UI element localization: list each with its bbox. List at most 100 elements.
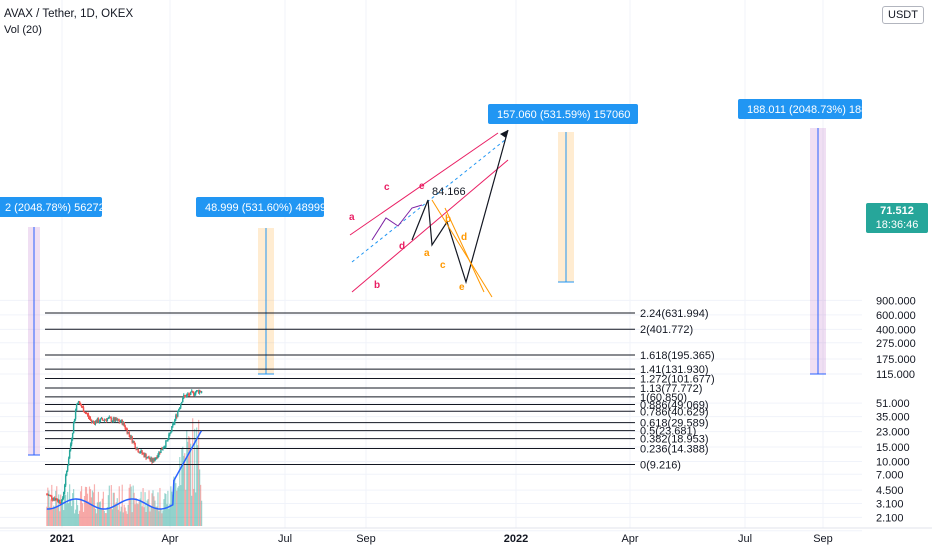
volume-bar [188, 436, 190, 526]
volume-bar [116, 498, 118, 526]
volume-bar [137, 504, 139, 526]
projection-arrowhead [500, 130, 508, 138]
volume-bar [134, 504, 136, 526]
volume-bar [109, 507, 111, 526]
price-candle [167, 439, 169, 441]
volume-bar [90, 497, 93, 526]
volume-bar [55, 490, 57, 526]
price-candle [187, 394, 189, 396]
price-tick-label: 275.000 [876, 338, 916, 350]
price-candle [51, 495, 53, 499]
projection-wave-label: e [459, 282, 465, 293]
price-candle [110, 417, 113, 422]
price-candle [61, 497, 64, 500]
price-candle [58, 500, 60, 502]
price-candle [46, 494, 48, 496]
volume-bar [124, 507, 126, 526]
volume-bar [200, 484, 202, 526]
volume-bar [136, 503, 138, 526]
measure-tag[interactable] [488, 104, 638, 124]
price-candle [49, 494, 51, 496]
channel-upper-line[interactable] [349, 132, 499, 236]
price-candle [77, 401, 80, 404]
price-candle [146, 457, 148, 459]
price-candle [183, 395, 185, 399]
volume-bar [85, 487, 88, 526]
volume-bar [95, 513, 98, 526]
volume-bar [145, 511, 147, 526]
volume-bar [74, 509, 77, 526]
volume-bar [185, 489, 187, 526]
volume-bar [91, 490, 94, 526]
price-candle [130, 436, 132, 439]
price-candle [118, 420, 120, 423]
price-tick-label: 35.000 [876, 412, 910, 424]
currency-badge[interactable]: USDT [882, 6, 924, 24]
price-candle [140, 450, 142, 453]
projection-channel-line [431, 199, 493, 298]
volume-bar [79, 491, 82, 526]
volume-bar [46, 506, 48, 526]
volume-bar [77, 513, 80, 526]
fib-level-label: 1.272(101.677) [640, 373, 715, 385]
price-candle [120, 420, 122, 422]
price-candle [155, 457, 157, 459]
price-candle [179, 407, 181, 410]
volume-bar [128, 487, 130, 526]
volume-bar [112, 492, 114, 526]
price-candle [52, 498, 54, 500]
measure-tag[interactable] [0, 197, 102, 217]
price-candle [174, 419, 176, 424]
price-candle [78, 401, 81, 404]
volume-bar [52, 508, 54, 526]
price-candle [107, 417, 110, 419]
volume-bar [153, 496, 155, 526]
price-candle [200, 391, 203, 393]
volume-bar [49, 506, 51, 526]
volume-bar [50, 499, 52, 526]
volume-bar [161, 513, 163, 526]
price-candle [62, 492, 65, 498]
volume-bar [107, 495, 109, 526]
volume-bar [163, 499, 165, 526]
fib-level-label: 2.24(631.994) [640, 308, 709, 320]
volume-bar [84, 486, 87, 526]
price-candle [106, 418, 109, 421]
volume-bar [83, 495, 86, 526]
volume-bar [89, 489, 92, 526]
volume-bar [146, 500, 148, 526]
price-candle [104, 419, 107, 421]
volume-bar [132, 485, 134, 526]
volume-bar [139, 498, 141, 526]
volume-bar [138, 501, 140, 526]
volume-bar [193, 488, 195, 526]
volume-bar [108, 485, 110, 526]
volume-bar [174, 478, 176, 526]
volume-bar [186, 430, 188, 526]
volume-bar [68, 503, 70, 526]
price-axis[interactable] [862, 0, 932, 550]
price-candle [53, 498, 55, 500]
volume-bar [156, 506, 158, 526]
price-candle [102, 419, 105, 421]
volume-bar [169, 503, 171, 526]
price-candle [91, 421, 94, 423]
price-candle [144, 454, 146, 457]
price-candle [189, 394, 191, 396]
volume-bar [131, 512, 133, 526]
price-candle [72, 423, 75, 434]
fib-level-label: 0.786(40.629) [640, 406, 709, 418]
volume-indicator-label[interactable]: Vol (20) [4, 24, 42, 36]
volume-bar [179, 457, 181, 526]
price-candle [75, 403, 78, 411]
price-tick-label: 400.000 [876, 324, 916, 336]
measure-tag[interactable] [196, 197, 324, 217]
price-candle [61, 499, 63, 504]
projection-channel-line [444, 207, 485, 293]
measure-tag[interactable] [738, 99, 862, 119]
price-candle [191, 391, 194, 393]
volume-bar [82, 511, 85, 526]
price-tick-label: 15.000 [876, 442, 910, 454]
volume-bar [57, 506, 59, 526]
